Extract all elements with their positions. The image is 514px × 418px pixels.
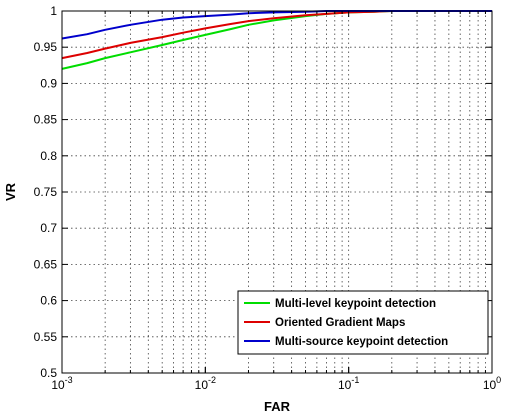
legend: Multi-level keypoint detection Oriented G… <box>237 290 489 355</box>
legend-label-3: Multi-source keypoint detection <box>275 336 448 348</box>
x-axis-title: FAR <box>264 399 291 414</box>
x-tick-label: 10-3 <box>51 375 72 392</box>
y-tick-label: 0.8 <box>40 149 57 163</box>
y-tick-label: 0.9 <box>40 76 57 90</box>
ticks <box>61 10 493 374</box>
legend-label-2: Oriented Gradient Maps <box>275 317 405 329</box>
y-tick-label: 0.5 <box>40 366 57 380</box>
y-tick-label: 0.6 <box>40 294 57 308</box>
x-tick-label: 10-1 <box>338 375 359 392</box>
y-tick-label: 0.55 <box>34 330 58 344</box>
y-tick-label: 0.95 <box>34 40 58 54</box>
legend-box <box>237 290 489 355</box>
y-tick-label: 0.65 <box>34 257 58 271</box>
y-axis-title: VR <box>3 182 18 201</box>
y-tick-label: 0.85 <box>34 113 58 127</box>
legend-label-1: Multi-level keypoint detection <box>275 298 436 310</box>
x-tick-label: 100 <box>483 375 501 392</box>
y-tick-label: 0.75 <box>34 185 58 199</box>
y-tick-label: 0.7 <box>40 221 57 235</box>
x-tick-label: 10-2 <box>195 375 216 392</box>
tick-labels: 10-3 10-2 10-1 100 0.5 0.55 0.6 0.65 0.7 0.75 0.8 0… <box>34 4 502 392</box>
y-tick-label: 1 <box>50 4 57 18</box>
